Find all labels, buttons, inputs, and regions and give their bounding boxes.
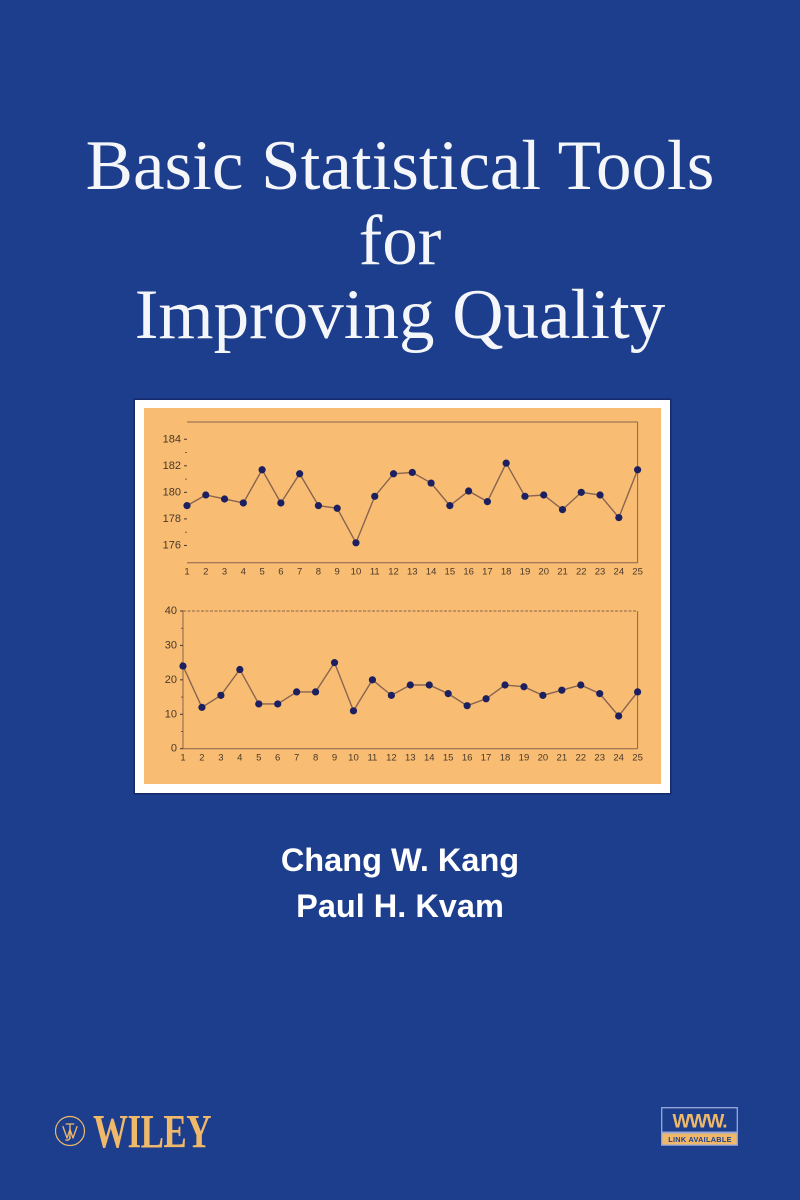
svg-text:6: 6	[278, 567, 283, 578]
svg-text:14: 14	[424, 753, 435, 764]
svg-text:13: 13	[407, 567, 418, 578]
svg-text:15: 15	[445, 567, 456, 578]
svg-text:182: 182	[163, 460, 181, 472]
svg-text:7: 7	[294, 753, 299, 764]
svg-text:LINK AVAILABLE: LINK AVAILABLE	[668, 1135, 732, 1144]
svg-text:10: 10	[351, 567, 362, 578]
svg-text:13: 13	[405, 753, 416, 764]
svg-text:30: 30	[165, 639, 177, 651]
svg-text:25: 25	[632, 753, 643, 764]
svg-text:3: 3	[218, 753, 223, 764]
svg-text:16: 16	[463, 567, 474, 578]
svg-text:1: 1	[184, 567, 189, 578]
svg-text:17: 17	[482, 567, 493, 578]
svg-text:WWW.: WWW.	[673, 1112, 727, 1133]
svg-text:178: 178	[163, 513, 181, 525]
svg-text:11: 11	[370, 567, 380, 578]
svg-text:17: 17	[481, 753, 492, 764]
svg-text:20: 20	[538, 567, 549, 578]
svg-text:23: 23	[594, 753, 605, 764]
svg-text:4: 4	[237, 753, 242, 764]
svg-text:12: 12	[386, 753, 397, 764]
svg-text:14: 14	[426, 567, 437, 578]
svg-text:4: 4	[241, 567, 246, 578]
svg-text:7: 7	[297, 567, 302, 578]
svg-text:1: 1	[180, 753, 185, 764]
svg-text:3: 3	[222, 567, 227, 578]
svg-text:24: 24	[614, 567, 625, 578]
svg-text:180: 180	[163, 486, 181, 498]
svg-text:40: 40	[165, 605, 177, 617]
svg-text:2: 2	[203, 567, 208, 578]
svg-text:8: 8	[313, 753, 318, 764]
svg-text:15: 15	[443, 753, 454, 764]
svg-text:5: 5	[256, 753, 261, 764]
svg-text:2: 2	[199, 753, 204, 764]
svg-text:23: 23	[595, 567, 606, 578]
svg-text:WILEY: WILEY	[93, 1111, 212, 1151]
svg-text:5: 5	[259, 567, 264, 578]
svg-text:18: 18	[501, 567, 512, 578]
svg-text:22: 22	[575, 753, 586, 764]
svg-text:20: 20	[165, 674, 177, 686]
svg-text:0: 0	[171, 743, 177, 755]
svg-text:176: 176	[163, 539, 181, 551]
svg-text:20: 20	[538, 753, 549, 764]
svg-text:6: 6	[275, 753, 280, 764]
svg-text:8: 8	[316, 567, 321, 578]
svg-text:25: 25	[632, 567, 643, 578]
svg-text:9: 9	[332, 753, 337, 764]
svg-text:21: 21	[557, 753, 568, 764]
svg-text:16: 16	[462, 753, 473, 764]
svg-text:18: 18	[500, 753, 511, 764]
svg-text:24: 24	[613, 753, 624, 764]
svg-text:21: 21	[557, 567, 568, 578]
svg-text:12: 12	[388, 567, 399, 578]
svg-text:19: 19	[520, 567, 531, 578]
svg-text:9: 9	[335, 567, 340, 578]
svg-text:19: 19	[519, 753, 530, 764]
svg-text:10: 10	[165, 708, 177, 720]
svg-text:10: 10	[348, 753, 359, 764]
svg-text:11: 11	[367, 753, 377, 764]
svg-text:22: 22	[576, 567, 587, 578]
svg-text:184: 184	[163, 433, 181, 445]
